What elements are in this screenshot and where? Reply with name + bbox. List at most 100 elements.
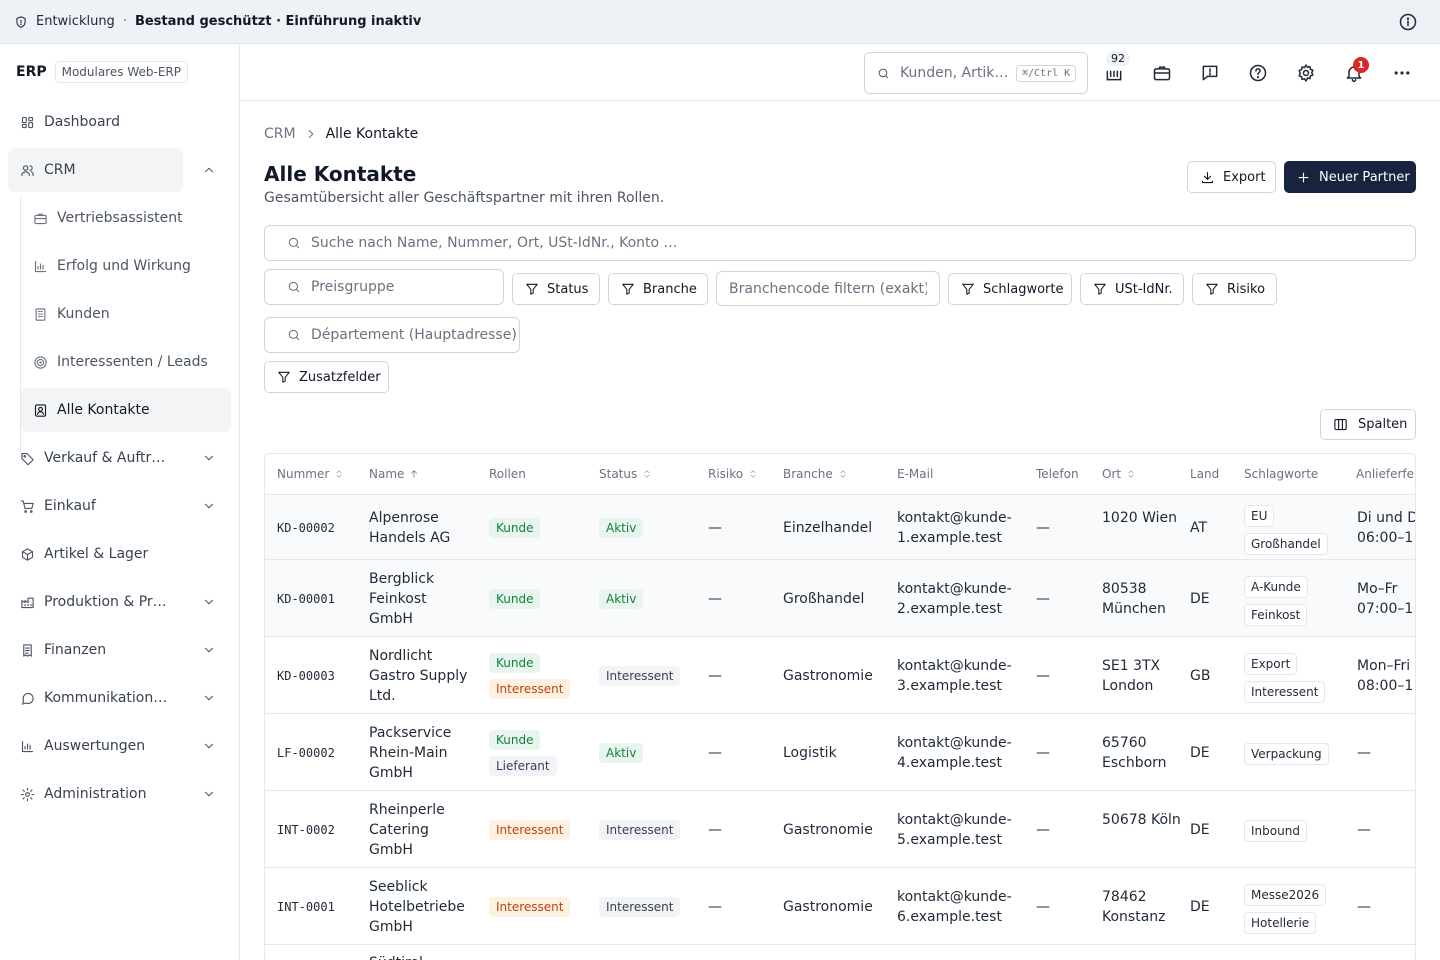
- column-header-nummer[interactable]: Nummer: [277, 467, 344, 481]
- settings-icon[interactable]: [1294, 61, 1318, 85]
- sidebar-item-label: Dashboard: [44, 114, 120, 130]
- cell-email[interactable]: kontakt@kunde-3.example.test: [897, 658, 1012, 694]
- feedback-icon[interactable]: [1198, 61, 1222, 85]
- table-row[interactable]: KD-00002 Alpenrose Handels AG Kunde Aktiv — E…: [265, 495, 1415, 560]
- chevron-down-icon[interactable]: [202, 643, 216, 657]
- status-filter-label: Status: [547, 281, 589, 297]
- cell-rollen: Kunde Lieferant: [489, 730, 557, 776]
- shield-icon: [14, 15, 28, 29]
- role-badge: Kunde: [489, 653, 541, 673]
- cell-name[interactable]: Nordlicht Gastro Supply Ltd.: [369, 648, 468, 704]
- branchencode-input[interactable]: Branchencode filtern (exakt): [716, 271, 940, 306]
- sidebar-item-dashboard[interactable]: Dashboard: [8, 100, 232, 144]
- risiko-filter-button[interactable]: Risiko: [1192, 273, 1277, 305]
- status-filter-button[interactable]: Status: [512, 273, 600, 305]
- sidebar-item-leads[interactable]: Interessenten / Leads: [21, 340, 231, 384]
- cell-anlieferfenster: Mo–Fr 07:00–1: [1357, 581, 1414, 617]
- cell-name[interactable]: Alpenrose Handels AG: [369, 510, 451, 546]
- sidebar-item-auswertungen[interactable]: Auswertungen: [8, 724, 232, 768]
- chevron-down-icon[interactable]: [202, 787, 216, 801]
- filter-icon: [621, 282, 643, 296]
- sidebar-item-vertriebsassistent[interactable]: Vertriebsassistent: [21, 196, 231, 240]
- sidebar-item-verkauf[interactable]: Verkauf & Auftr…: [8, 436, 232, 480]
- chevron-up-icon[interactable]: [202, 163, 216, 177]
- cell-email[interactable]: kontakt@kunde-5.example.test: [897, 812, 1012, 848]
- chevron-down-icon[interactable]: [202, 691, 216, 705]
- sidebar-item-einkauf[interactable]: Einkauf: [8, 484, 232, 528]
- brand[interactable]: ERP Modulares Web-ERP: [0, 44, 239, 100]
- chat-icon: [20, 691, 44, 706]
- briefcase-icon[interactable]: [1150, 61, 1174, 85]
- cell-rollen: Kunde: [489, 589, 541, 609]
- column-header-status[interactable]: Status: [599, 467, 652, 481]
- cell-name[interactable]: Seeblick Hotelbetriebe GmbH: [369, 879, 465, 935]
- cell-nummer: LF-00002: [277, 746, 335, 760]
- cell-name[interactable]: Packservice Rhein-Main GmbH: [369, 725, 452, 781]
- preisgruppe-input[interactable]: Preisgruppe: [264, 269, 504, 305]
- column-header-ort[interactable]: Ort: [1102, 467, 1136, 481]
- cell-email[interactable]: kontakt@kunde-4.example.test: [897, 735, 1012, 771]
- breadcrumb-crm[interactable]: CRM: [264, 126, 296, 142]
- zusatzfelder-filter-button[interactable]: Zusatzfelder: [264, 361, 389, 393]
- zusatzfelder-filter-label: Zusatzfelder: [299, 369, 381, 385]
- table-row[interactable]: LF-00002 Packservice Rhein-Main GmbH Kunde…: [265, 714, 1415, 791]
- sidebar-item-alle-kontakte[interactable]: Alle Kontakte: [21, 388, 231, 432]
- inbox-tray-icon[interactable]: [1102, 61, 1126, 85]
- columns-button[interactable]: Spalten: [1320, 409, 1416, 440]
- table-row[interactable]: INT-0002 Rheinperle Catering GmbH Interess…: [265, 791, 1415, 868]
- export-button[interactable]: Export: [1187, 161, 1276, 193]
- cell-email[interactable]: kontakt@kunde-6.example.test: [897, 889, 1012, 925]
- schlagworte-filter-button[interactable]: Schlagworte: [948, 273, 1072, 305]
- dashboard-icon: [20, 115, 44, 130]
- sort-icon: [838, 469, 848, 479]
- count-badge: 92: [1106, 51, 1130, 66]
- column-header-land: Land: [1190, 467, 1220, 481]
- sidebar-item-kunden[interactable]: Kunden: [21, 292, 231, 336]
- cell-email[interactable]: kontakt@kunde-1.example.test: [897, 510, 1012, 546]
- departement-input[interactable]: Département (Hauptadresse): [264, 317, 520, 353]
- cell-name[interactable]: Südtirol…: [369, 953, 469, 960]
- chevron-down-icon[interactable]: [202, 451, 216, 465]
- sidebar: ERP Modulares Web-ERP Dashboard CRM Vert…: [0, 44, 240, 960]
- chevron-down-icon[interactable]: [202, 739, 216, 753]
- sidebar-item-artikel[interactable]: Artikel & Lager: [8, 532, 232, 576]
- column-header-risiko[interactable]: Risiko: [708, 467, 758, 481]
- sidebar-item-erfolg[interactable]: Erfolg und Wirkung: [21, 244, 231, 288]
- sidebar-item-kommunikation[interactable]: Kommunikation…: [8, 676, 232, 720]
- table-row[interactable]: KD-00001 Bergblick Feinkost GmbH Kunde Akti…: [265, 560, 1415, 637]
- global-search[interactable]: Kunden, Artik… ⌘/Ctrl K: [864, 52, 1088, 94]
- contact-search-input[interactable]: Suche nach Name, Nummer, Ort, USt-IdNr.,…: [264, 225, 1416, 261]
- cell-branche: Gastronomie: [783, 668, 873, 684]
- search-icon: [287, 236, 301, 250]
- cell-email[interactable]: kontakt@kunde-2.example.test: [897, 581, 1012, 617]
- chevron-down-icon[interactable]: [202, 595, 216, 609]
- sidebar-item-finanzen[interactable]: Finanzen: [8, 628, 232, 672]
- column-header-name[interactable]: Name: [369, 467, 419, 481]
- more-icon[interactable]: [1390, 61, 1414, 85]
- info-icon[interactable]: [1398, 12, 1418, 32]
- sidebar-item-crm[interactable]: CRM: [8, 148, 214, 192]
- global-search-placeholder: Kunden, Artik…: [900, 65, 1009, 81]
- cell-risiko: —: [708, 520, 722, 536]
- new-partner-button[interactable]: Neuer Partner: [1284, 161, 1416, 193]
- table-row[interactable]: INT-0001 Seeblick Hotelbetriebe GmbH Inter…: [265, 868, 1415, 945]
- sidebar-item-administration[interactable]: Administration: [8, 772, 232, 816]
- filter-icon: [961, 282, 983, 296]
- chevron-down-icon[interactable]: [202, 499, 216, 513]
- building-icon: [33, 307, 57, 322]
- table-row[interactable]: KD-00003 Nordlicht Gastro Supply Ltd. Kund…: [265, 637, 1415, 714]
- risiko-filter-label: Risiko: [1227, 281, 1266, 297]
- sidebar-item-produktion[interactable]: Produktion & Pr…: [8, 580, 232, 624]
- breadcrumb-current: Alle Kontakte: [325, 126, 419, 142]
- help-icon[interactable]: [1246, 61, 1270, 85]
- branche-filter-button[interactable]: Branche: [608, 273, 708, 305]
- ustid-filter-button[interactable]: USt-IdNr.: [1080, 273, 1184, 305]
- package-icon: [20, 547, 44, 562]
- cell-schlagworte: A-Kunde Feinkost: [1244, 576, 1308, 626]
- column-header-branche[interactable]: Branche: [783, 467, 848, 481]
- table-row[interactable]: Südtirol…: [265, 945, 1415, 960]
- cell-schlagworte: Messe2026 Hotellerie: [1244, 884, 1327, 934]
- cell-ort: 1020 Wien: [1102, 510, 1177, 526]
- cell-name[interactable]: Bergblick Feinkost GmbH: [369, 571, 435, 627]
- cell-name[interactable]: Rheinperle Catering GmbH: [369, 802, 445, 858]
